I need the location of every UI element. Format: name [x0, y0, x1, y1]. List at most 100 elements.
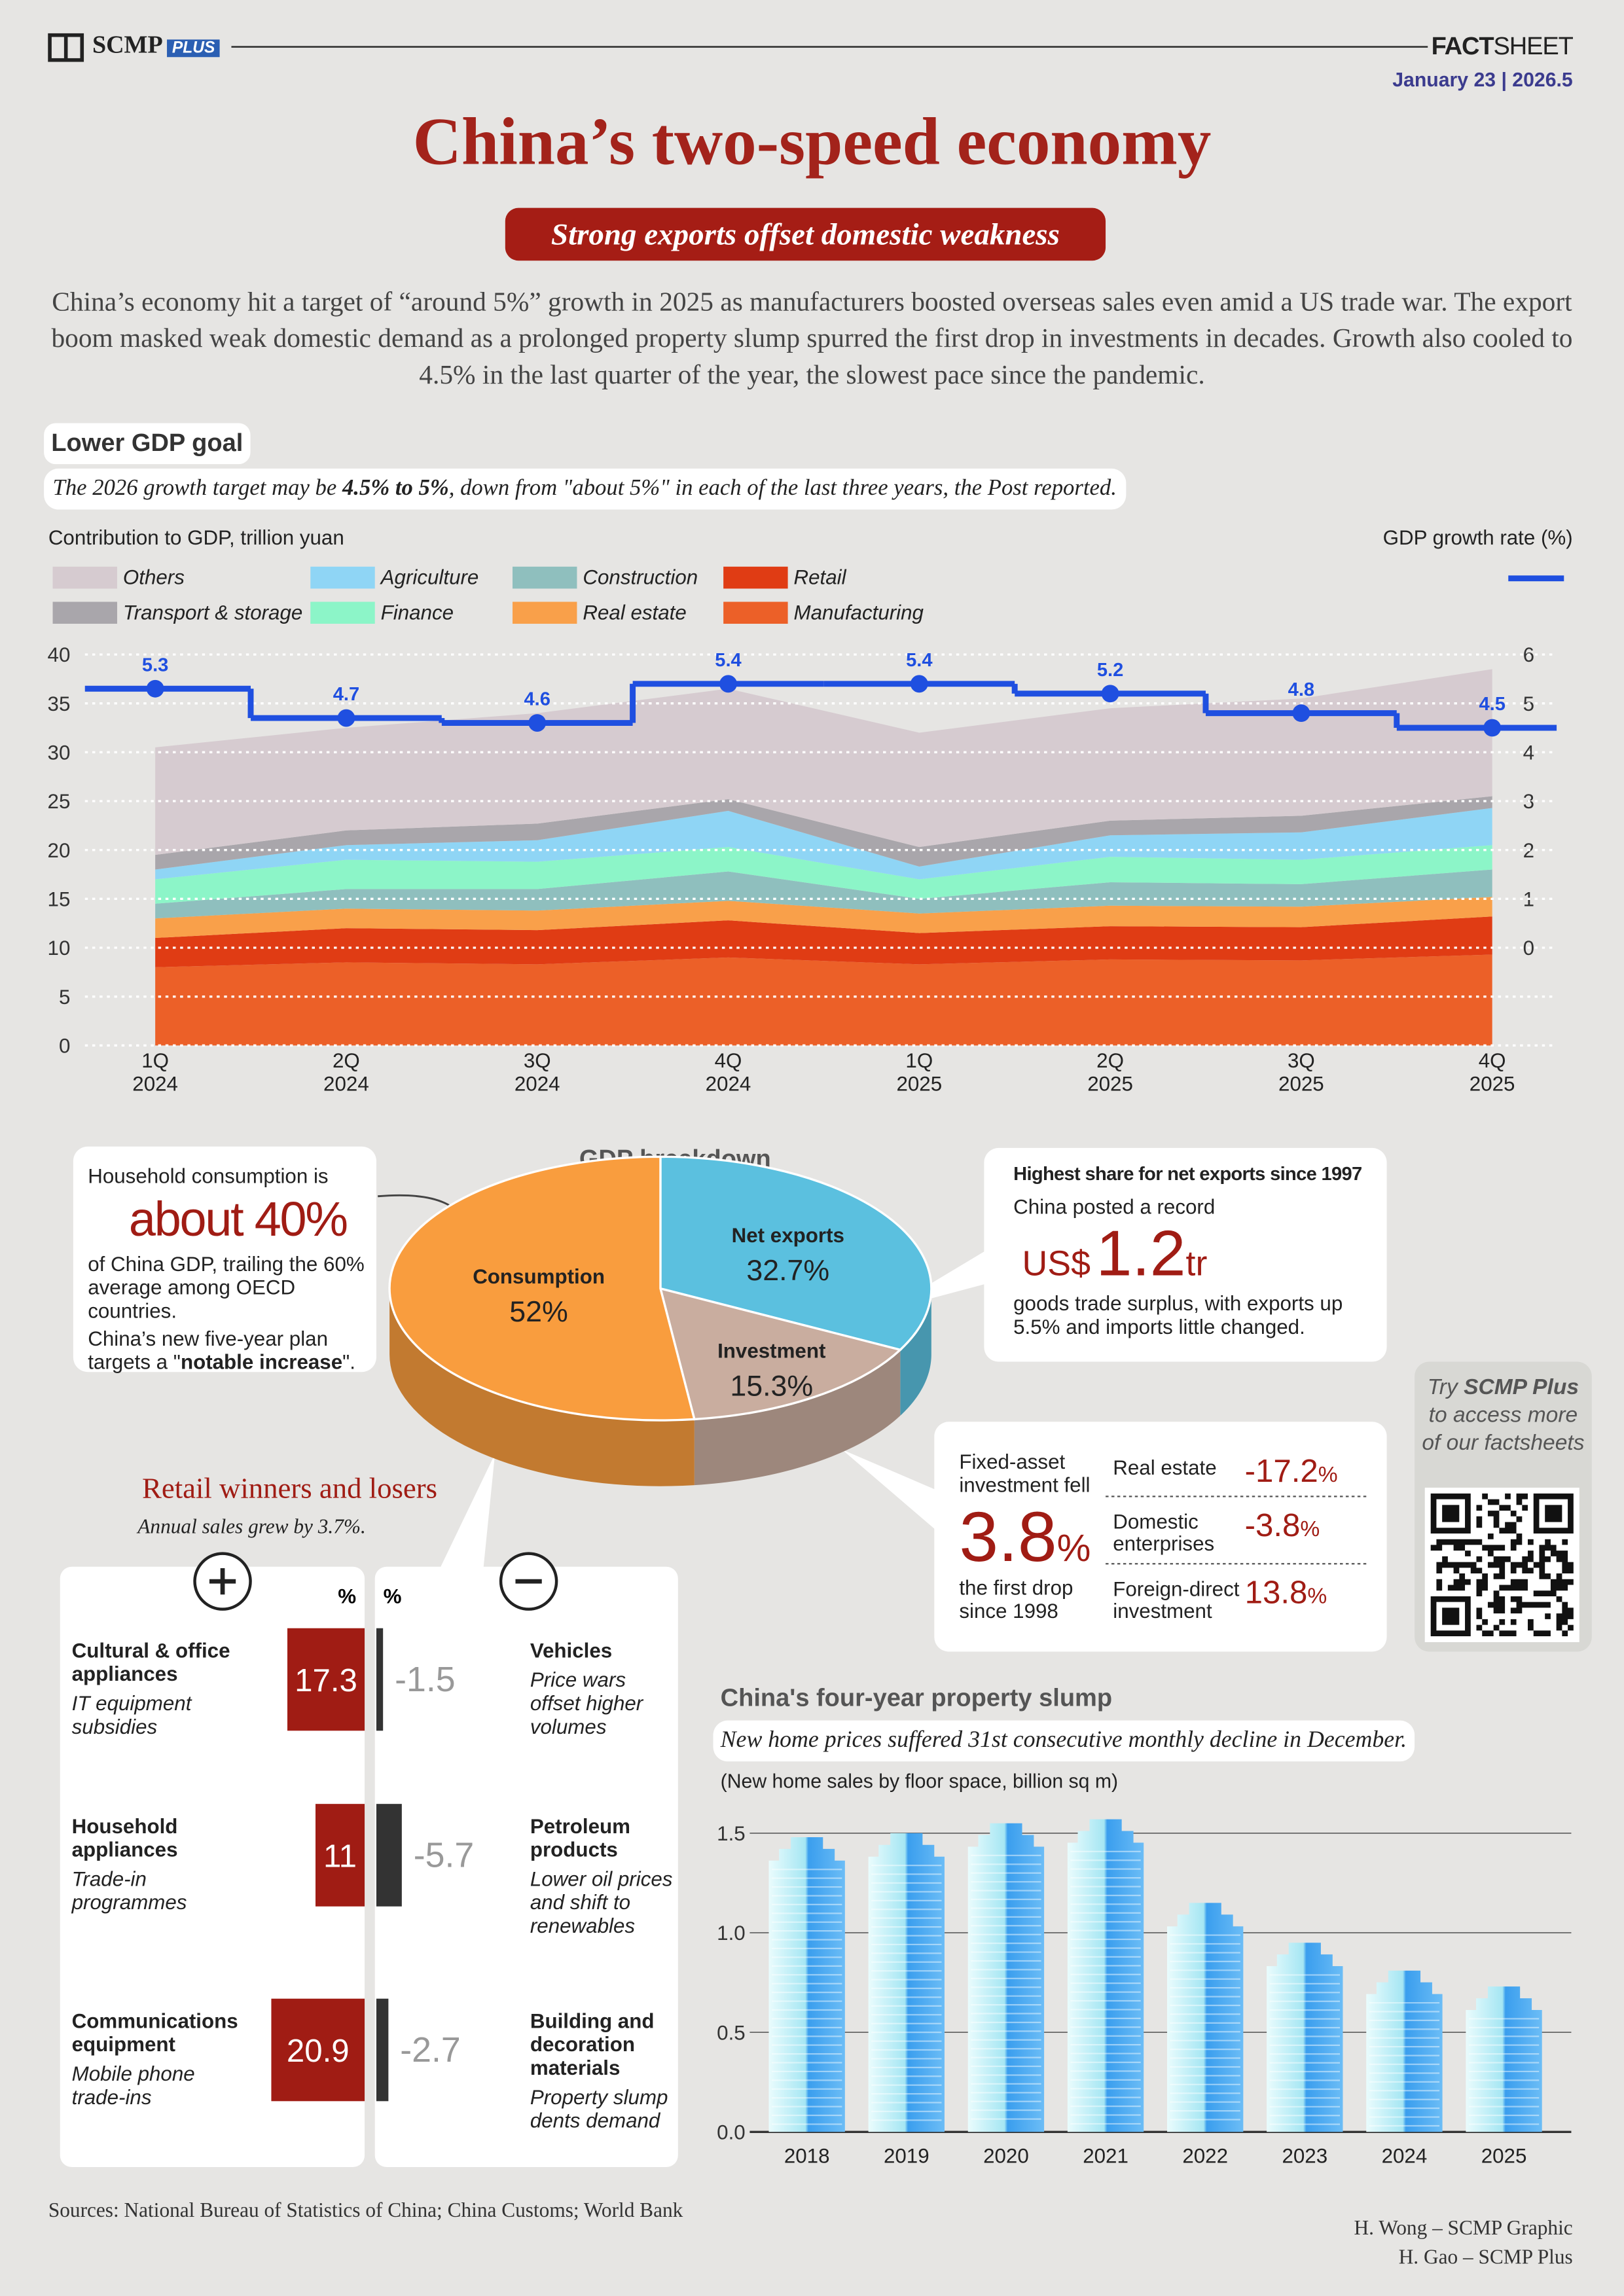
x-tick-label: 3Q 2024 — [514, 1048, 560, 1096]
bar — [1167, 1903, 1244, 2132]
sources: Sources: National Bureau of Statistics o… — [48, 2200, 683, 2223]
row-value: -3.8% — [1245, 1507, 1320, 1545]
area — [155, 796, 1492, 870]
callout-text: the first drop since 1998 — [959, 1575, 1074, 1623]
area — [155, 897, 1492, 939]
promo-text: Try — [1427, 1374, 1464, 1400]
bar-value: -1.5 — [395, 1660, 456, 1699]
legend-swatch — [52, 601, 117, 624]
data-label: 4.8 — [1288, 679, 1314, 700]
pie-slice — [659, 1155, 933, 1352]
row-label: Foreign-direct investment — [1113, 1577, 1240, 1623]
y-tick-label: 1.0 — [717, 1922, 746, 1945]
category-name: Cultural & office appliances — [71, 1638, 230, 1685]
promo: Try SCMP Plus to access more of our fact… — [1420, 1373, 1586, 1457]
promo-text: to access more of our factsheets — [1422, 1403, 1585, 1456]
y-tick-label: 10 — [48, 937, 71, 960]
slice-label: Investment — [717, 1339, 826, 1362]
y-tick-label: 15 — [48, 888, 71, 911]
legend-label: Agriculture — [380, 566, 479, 589]
y-tick-label: 20 — [48, 839, 71, 862]
y-tick-label: 30 — [48, 742, 71, 764]
subtitle: Strong exports offset domestic weakness — [505, 207, 1106, 261]
data-label: 4.5 — [1479, 694, 1505, 715]
y-tick-label: 35 — [48, 692, 71, 715]
category-block: Petroleum products Lower oil prices and s… — [530, 1814, 674, 1937]
category-name: Petroleum products — [530, 1814, 631, 1861]
data-label: 5.4 — [715, 650, 742, 671]
row-label: Domestic enterprises — [1113, 1509, 1215, 1555]
point — [1292, 704, 1310, 723]
callout-unit: % — [1056, 1526, 1091, 1570]
callout-heading: Highest share for net exports since 1997 — [1013, 1162, 1362, 1185]
data-label: 4.7 — [333, 684, 359, 705]
investment-callout: Fixed-asset investment fell 3.8% the fir… — [959, 1450, 1098, 1623]
callout-currency: US$ — [1022, 1244, 1091, 1284]
legend-label: Others — [123, 566, 185, 589]
bar — [376, 1628, 384, 1731]
net-exports-callout: Highest share for net exports since 1997… — [1013, 1162, 1379, 1338]
callout-box — [984, 1147, 1387, 1362]
data-label: 5.3 — [142, 655, 168, 675]
callout-text: ". — [342, 1350, 355, 1374]
promo-brand: SCMP Plus — [1464, 1374, 1579, 1400]
callout-text: Fixed-asset investment fell — [959, 1449, 1091, 1497]
bar-value: 11 — [323, 1838, 357, 1874]
row-unit: % — [1307, 1584, 1327, 1609]
area — [155, 869, 1492, 919]
qr-code — [1424, 1487, 1579, 1642]
point — [337, 709, 355, 727]
y-tick-label: 1.5 — [717, 1822, 746, 1845]
x-tick-label: 2019 — [884, 2144, 929, 2167]
intro: China’s economy hit a target of “around … — [51, 288, 1573, 391]
credit: H. Wong – SCMP Graphic — [1354, 2218, 1573, 2240]
legend-swatch — [310, 601, 375, 624]
point — [1483, 719, 1502, 737]
x-tick-label: 2023 — [1282, 2144, 1327, 2167]
callout-figure: about 40% — [128, 1192, 348, 1246]
slice-label: Consumption — [473, 1265, 605, 1288]
callout-text: China posted a record — [1013, 1194, 1216, 1219]
bar-value: 17.3 — [295, 1662, 357, 1698]
unit-label: % — [338, 1585, 356, 1608]
qr-modules — [1430, 1493, 1574, 1637]
goal-note: The 2026 growth target may be 4.5% to 5%… — [44, 468, 1126, 510]
brand-tag: PLUS — [168, 39, 220, 58]
note-text: The 2026 growth target may be — [52, 476, 342, 501]
slice-label: Net exports — [732, 1224, 844, 1247]
date: January 23 | 2026.5 — [1392, 69, 1573, 91]
row-unit: % — [1318, 1462, 1338, 1488]
row-number: -17.2 — [1244, 1452, 1318, 1490]
category-block: Household appliances Trade-in programmes — [72, 1814, 233, 1914]
household-callout: Household consumption is about 40% of Ch… — [88, 1164, 373, 1374]
bar — [287, 1628, 365, 1731]
x-tick-label: 2021 — [1083, 2144, 1128, 2167]
category-note: Price wars offset higher volumes — [530, 1668, 643, 1738]
chart-subtitle: Annual sales grew by 3.7%. — [137, 1516, 366, 1539]
legend-swatch — [513, 566, 577, 589]
callout-text: goods trade surplus, with exports up 5.5… — [1013, 1291, 1343, 1338]
brand: SCMP PLUS — [92, 30, 220, 60]
x-tick-label: 1Q 2025 — [896, 1048, 943, 1096]
factsheet-label: FACTSHEET — [1367, 32, 1574, 62]
data-label: 4.6 — [524, 689, 550, 710]
x-tick-label: 2025 — [1481, 2144, 1527, 2167]
area — [155, 845, 1492, 904]
category-name: Vehicles — [530, 1638, 613, 1662]
bar — [768, 1837, 845, 2132]
panel — [374, 1566, 678, 2167]
y-tick-label: 40 — [48, 643, 71, 666]
point — [719, 675, 737, 693]
legend-label: GDP growth rate (%) — [1383, 526, 1573, 549]
callout-pointer — [439, 1454, 496, 1570]
bar — [1267, 1943, 1343, 2132]
point — [146, 679, 164, 698]
category-block: Communications equipment Mobile phone tra… — [72, 2009, 238, 2108]
brand-name: SCMP — [92, 30, 162, 59]
legend-swatch — [513, 601, 577, 624]
x-tick-label: 1Q 2024 — [132, 1048, 178, 1096]
point — [528, 714, 547, 732]
callout-box — [934, 1422, 1387, 1652]
